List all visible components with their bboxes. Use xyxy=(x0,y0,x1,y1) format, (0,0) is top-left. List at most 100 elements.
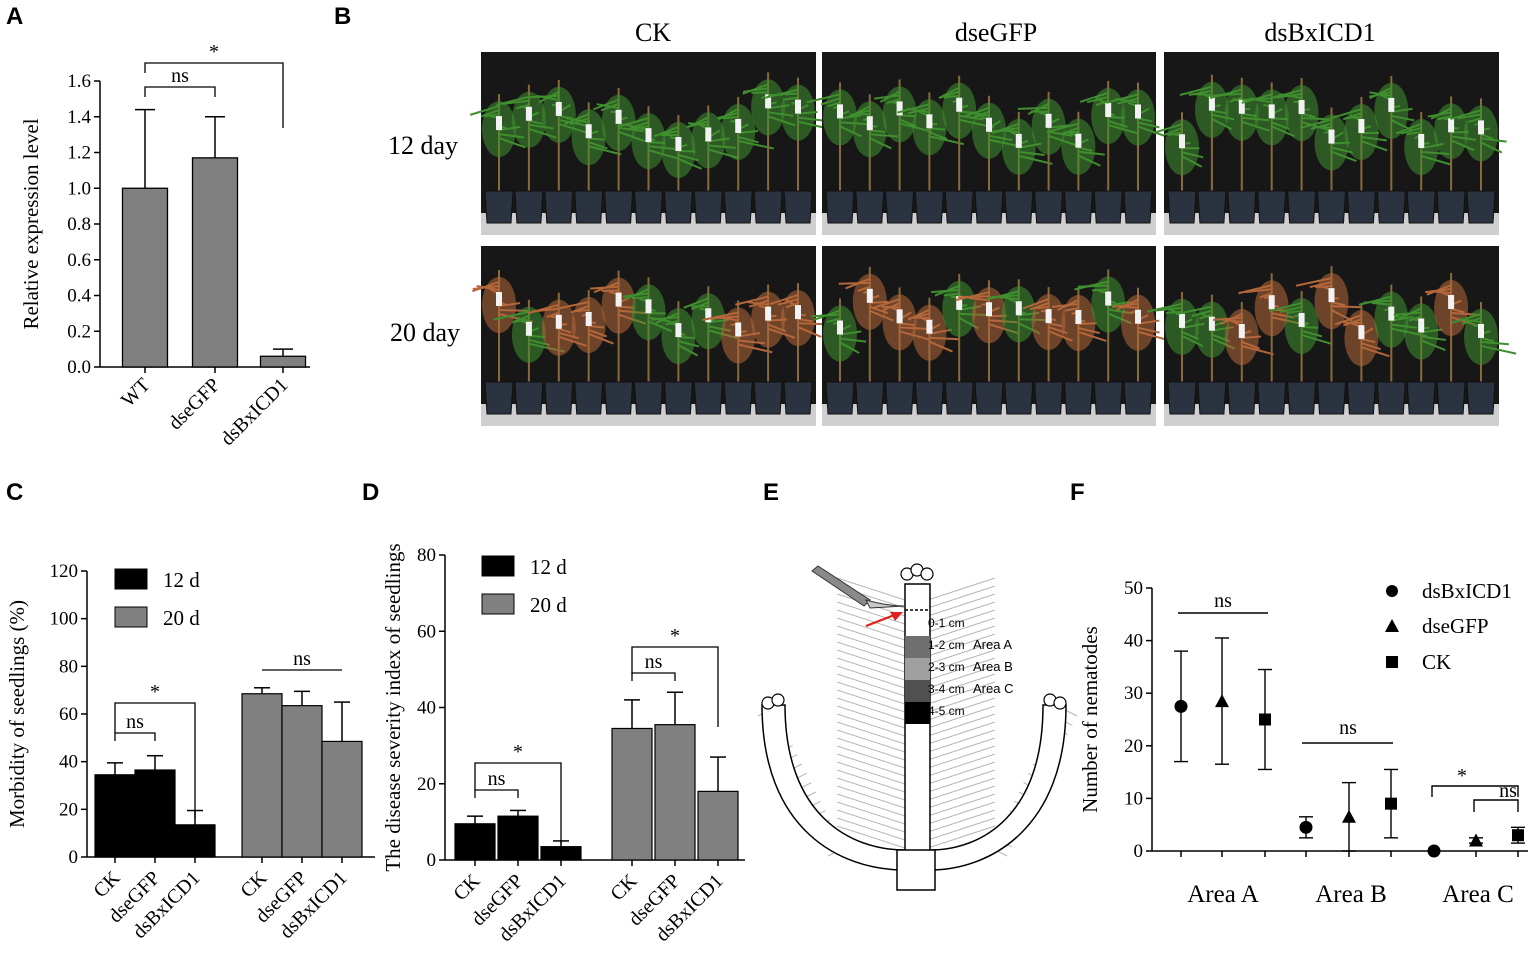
point-dseGFP xyxy=(1469,833,1483,847)
needle-line xyxy=(927,657,996,681)
seedling-pot xyxy=(1346,190,1376,224)
seedling-tag xyxy=(496,291,502,306)
y-tick-label: 0 xyxy=(69,847,79,868)
seedling-tag xyxy=(1075,133,1082,148)
needle-line xyxy=(836,737,906,761)
legend-marker xyxy=(1385,619,1399,632)
seedling-tag xyxy=(1135,309,1141,324)
y-axis-label: Number of nematodes xyxy=(1078,626,1102,813)
needle-line xyxy=(927,633,996,657)
needle-line xyxy=(836,657,906,681)
seedling-pot xyxy=(1034,381,1064,415)
seedling-pot xyxy=(1466,381,1496,415)
y-tick-label: 1.6 xyxy=(67,71,91,92)
y-tick-label: 0.6 xyxy=(67,250,91,271)
seedling-tag xyxy=(1298,312,1305,327)
seedling-pot xyxy=(1376,190,1406,224)
segment-label: 4-5 cm xyxy=(928,704,965,718)
seedling-tag xyxy=(1238,99,1245,114)
seedling-tag xyxy=(765,306,772,321)
legend-label: dseGFP xyxy=(1422,614,1489,638)
y-tick-label: 20 xyxy=(59,799,78,820)
needle-line xyxy=(927,601,996,625)
point-dsBxICD1 xyxy=(1174,699,1188,713)
seedling-tag xyxy=(837,104,843,119)
seedling-tag xyxy=(705,308,712,323)
significance-label: ns xyxy=(1499,780,1517,802)
needle-line xyxy=(836,705,906,729)
seedling-pot xyxy=(484,190,514,224)
needle-line xyxy=(836,633,906,657)
needle-line xyxy=(927,617,996,641)
needle-line xyxy=(836,745,906,769)
needle-line xyxy=(836,785,906,809)
legend-marker xyxy=(1386,585,1398,597)
seedling-tag xyxy=(1478,120,1484,135)
seedling-pot xyxy=(1257,190,1287,224)
seedling-pot xyxy=(944,381,974,415)
photo-column-ck: CK xyxy=(635,18,671,47)
significance-label: ns xyxy=(126,711,144,733)
seedling-pot xyxy=(1063,381,1093,415)
seedling-pot xyxy=(1376,381,1406,415)
legend-label: 12 d xyxy=(163,568,200,592)
seedling-tag xyxy=(1238,323,1245,338)
chart-c-morbidity: 0 20 40 60 80 100 120 Morbidity of seedlings (%… xyxy=(5,561,375,943)
seedling-tag xyxy=(555,314,562,329)
seedling-tag xyxy=(675,323,682,338)
seedling-tag xyxy=(1105,291,1112,306)
seedling-tag xyxy=(735,118,742,133)
legend-label: 20 d xyxy=(530,593,567,617)
bar-20d-ck xyxy=(241,693,283,858)
bar-20d-dsbxicd1 xyxy=(321,740,363,858)
seedling-tag xyxy=(1358,119,1365,134)
x-tick-label: dsBxICD1 xyxy=(216,374,292,450)
seedling-tag xyxy=(795,99,801,114)
panel-label-b: B xyxy=(334,3,351,30)
y-tick-label: 0.4 xyxy=(67,286,91,307)
seedling-diagram: 0-1 cm 1-2 cm Area A 2-3 cm Area B 3-4 cm Area… xyxy=(757,563,1078,891)
needle-line xyxy=(836,729,906,753)
significance-bracket xyxy=(474,789,519,798)
seedling-pot xyxy=(1227,190,1257,224)
seedling-tag xyxy=(926,319,933,334)
seedling-tag xyxy=(837,320,843,335)
seedling-tag xyxy=(645,299,652,314)
seedling-pot xyxy=(514,190,544,224)
y-tick-label: 20 xyxy=(417,774,436,795)
seedling-pot xyxy=(723,190,753,224)
red-arrow-shaft xyxy=(865,612,898,628)
seedling-pot xyxy=(1123,381,1153,415)
needle-line xyxy=(836,825,906,849)
seedling-tag xyxy=(986,117,992,132)
y-tick-label: 100 xyxy=(50,609,79,630)
bar-dsbxicd1 xyxy=(259,355,307,368)
seedling-tag xyxy=(585,311,592,326)
seedling-pot xyxy=(1346,381,1376,415)
needle-line xyxy=(836,721,906,745)
significance-label: * xyxy=(209,41,219,63)
seedling-tag xyxy=(1328,129,1335,144)
y-tick-label: 0.2 xyxy=(67,321,91,342)
seedling-tag xyxy=(866,288,873,303)
point-dseGFP xyxy=(1342,809,1356,823)
needle-line xyxy=(927,721,996,745)
needle-line xyxy=(927,713,996,737)
seedling-pot xyxy=(885,190,915,224)
needle-line xyxy=(927,801,996,825)
seedling-tag xyxy=(1328,288,1335,303)
seedling-pot xyxy=(1004,381,1034,415)
seedling-tag xyxy=(986,302,992,317)
y-axis-label: Morbidity of seedlings (%) xyxy=(5,600,29,828)
seedling-tag xyxy=(1418,318,1425,333)
x-category-label: Area C xyxy=(1442,881,1514,908)
seedling-tag xyxy=(735,322,742,337)
seedling-tag xyxy=(496,116,502,131)
seedling-tag xyxy=(1388,306,1395,321)
panel-label-a: A xyxy=(6,3,23,30)
needle-line xyxy=(927,729,996,753)
seedling-tag xyxy=(675,136,682,151)
seedling-tag xyxy=(1075,309,1082,324)
seedling-pot xyxy=(974,190,1004,224)
